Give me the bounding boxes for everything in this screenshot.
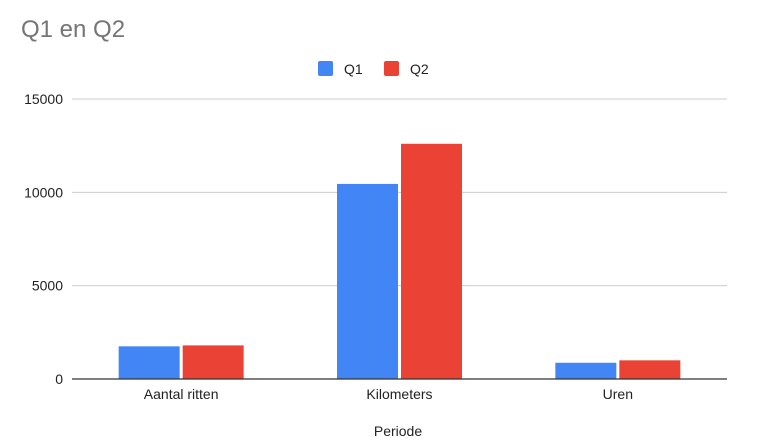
legend-swatch-q2 [384, 61, 399, 76]
legend-swatch-q1 [318, 61, 333, 76]
y-tick-label: 10000 [24, 184, 63, 200]
legend-label-q2: Q2 [410, 61, 429, 77]
bar-q1-0 [118, 346, 180, 379]
bar-q2-0 [182, 345, 244, 379]
legend-label-q1: Q1 [344, 61, 363, 77]
x-tick-label: Aantal ritten [144, 386, 219, 402]
x-tick-label: Uren [603, 386, 633, 402]
bar-q1-1 [337, 183, 398, 379]
y-tick-label: 5000 [32, 278, 63, 294]
x-axis-title: Periode [374, 423, 422, 439]
y-tick-label: 0 [55, 371, 63, 387]
bar-q2-1 [401, 143, 462, 379]
bar-q1-2 [555, 362, 617, 379]
x-tick-label: Kilometers [366, 386, 432, 402]
y-tick-label: 15000 [24, 91, 63, 107]
chart-title: Q1 en Q2 [21, 16, 126, 43]
bar-q2-2 [619, 360, 681, 379]
